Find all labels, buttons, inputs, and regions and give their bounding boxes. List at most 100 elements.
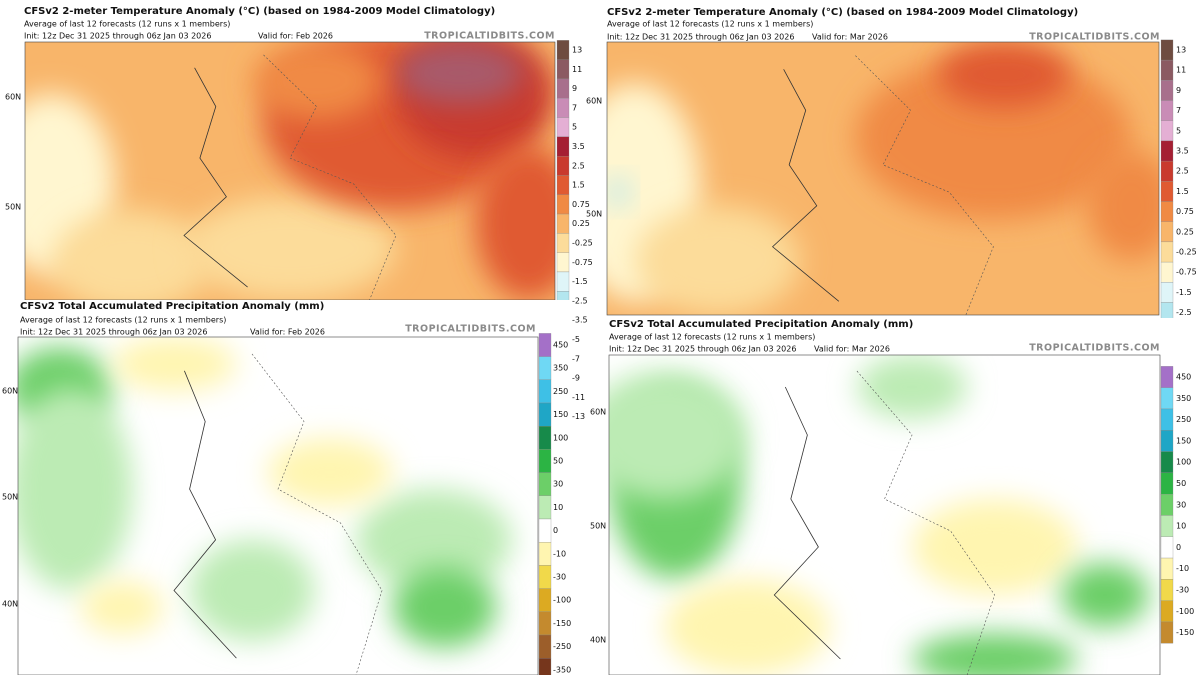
- colorbar-swatch: [538, 658, 552, 679]
- colorbar-swatch: [556, 40, 570, 60]
- colorbar-label: 50: [553, 457, 563, 466]
- colorbar-swatch: [556, 252, 570, 273]
- colorbar-swatch: [1160, 221, 1174, 243]
- colorbar-swatch: [1160, 160, 1174, 182]
- colorbar-swatch: [538, 611, 552, 636]
- colorbar-label: 150: [553, 410, 568, 419]
- colorbar-swatch: [1160, 600, 1174, 623]
- colorbar-label: -10: [1176, 564, 1189, 573]
- title: CFSv2 Total Accumulated Precipitation An…: [20, 301, 324, 312]
- colorbar-label: 100: [1176, 458, 1191, 467]
- colorbar-label: -250: [553, 642, 571, 651]
- colorbar-label: 3.5: [572, 142, 585, 151]
- latitude-label: 60N: [2, 387, 18, 396]
- colorbar-label: -150: [553, 619, 571, 628]
- colorbar-label: 3.5: [1176, 147, 1189, 156]
- init-time: Init: 12z Dec 31 2025 through 06z Jan 03…: [20, 328, 207, 337]
- anomaly-region: [912, 633, 1078, 675]
- colorbar-swatch: [1160, 181, 1174, 202]
- colorbar-swatch: [556, 117, 570, 138]
- colorbar-label: 13: [1176, 46, 1186, 55]
- colorbar-swatch: [556, 233, 570, 253]
- colorbar-swatch: [1160, 557, 1174, 580]
- anomaly-region: [912, 499, 1078, 595]
- colorbar-label: 30: [1176, 500, 1186, 509]
- colorbar-swatch: [538, 518, 552, 543]
- colorbar-swatch: [1160, 282, 1174, 303]
- colorbar-label: -0.75: [1176, 268, 1197, 277]
- colorbar-swatch: [1160, 39, 1174, 61]
- colorbar-label: -0.25: [572, 239, 593, 248]
- title: CFSv2 2-meter Temperature Anomaly (°C) (…: [24, 6, 495, 17]
- credit: TROPICALTIDBITS.COM: [1029, 32, 1160, 43]
- colorbar-swatch: [538, 588, 552, 612]
- colorbar-swatch: [1160, 120, 1174, 142]
- colorbar-swatch: [556, 59, 570, 80]
- map-field: [609, 355, 1160, 675]
- anomaly-region: [356, 489, 512, 591]
- latitude-label: 50N: [5, 203, 21, 212]
- map-panel: CFSv2 2-meter Temperature Anomaly (°C) (…: [586, 0, 1200, 323]
- colorbar-swatch: [556, 155, 570, 176]
- colorbar-swatch: [538, 542, 552, 566]
- colorbar-label: -7: [572, 354, 580, 363]
- colorbar-swatch: [538, 356, 552, 380]
- colorbar-label: 30: [553, 480, 563, 489]
- anomaly-region: [80, 580, 164, 635]
- colorbar-swatch: [538, 565, 552, 589]
- colorbar-label: 150: [1176, 436, 1191, 445]
- colorbar-label: -150: [1176, 628, 1194, 637]
- colorbar-label: 450: [553, 341, 568, 350]
- colorbar-swatch: [1160, 430, 1174, 452]
- map-panel: CFSv2 Total Accumulated Precipitation An…: [590, 318, 1200, 676]
- colorbar-label: 7: [1176, 106, 1181, 115]
- anomaly-region: [664, 579, 830, 675]
- valid-time: Valid for: Feb 2026: [250, 328, 325, 337]
- anomaly-region: [252, 42, 381, 120]
- colorbar-label: 10: [1176, 522, 1186, 531]
- map-frame: [606, 41, 1160, 316]
- colorbar-label: 2.5: [572, 161, 585, 170]
- colorbar-swatch: [1160, 366, 1174, 388]
- colorbar-label: 450: [1176, 373, 1191, 382]
- latitude-label: 50N: [2, 493, 18, 502]
- colorbar-label: -0.25: [1176, 248, 1197, 257]
- anomaly-region: [1087, 151, 1159, 261]
- colorbar-label: -1.5: [572, 277, 588, 286]
- anomaly-region: [634, 205, 801, 315]
- colorbar-swatch: [556, 78, 570, 99]
- init-time: Init: 12z Dec 31 2025 through 06z Jan 03…: [607, 33, 794, 42]
- colorbar-swatch: [1160, 536, 1174, 559]
- anomaly-region: [855, 55, 1132, 220]
- colorbar-label: 350: [1176, 394, 1191, 403]
- colorbar-swatch: [1160, 59, 1174, 81]
- colorbar-label: 0: [553, 526, 558, 535]
- colorbar-label: 10: [553, 503, 563, 512]
- colorbar-label: -5: [572, 335, 580, 344]
- colorbar-swatch: [1160, 201, 1174, 222]
- colorbar-swatch: [1160, 493, 1174, 516]
- colorbar-label: 5: [1176, 126, 1181, 135]
- border: [855, 55, 994, 315]
- colorbar-swatch: [538, 379, 552, 404]
- colorbar-label: -30: [553, 573, 566, 582]
- colorbar-label: -13: [572, 412, 585, 421]
- credit: TROPICALTIDBITS.COM: [424, 31, 555, 42]
- colorbar-label: -9: [572, 374, 580, 383]
- colorbar-swatch: [556, 98, 570, 118]
- coastline: [183, 67, 248, 288]
- colorbar-swatch: [1160, 387, 1174, 410]
- anomaly-region: [396, 42, 524, 104]
- colorbar-swatch: [1160, 140, 1174, 162]
- coastline: [773, 386, 841, 660]
- anomaly-region: [1060, 563, 1149, 627]
- coastline: [771, 69, 840, 302]
- colorbar-swatch: [1160, 408, 1174, 431]
- map-panel: CFSv2 2-meter Temperature Anomaly (°C) (…: [0, 0, 593, 427]
- colorbar-swatch: [538, 449, 552, 473]
- map-panel: CFSv2 Total Accumulated Precipitation An…: [0, 300, 571, 679]
- colorbar-label: -3.5: [572, 316, 588, 325]
- anomaly-region: [392, 566, 497, 648]
- colorbar-label: 7: [572, 103, 577, 112]
- colorbar-swatch: [556, 271, 570, 292]
